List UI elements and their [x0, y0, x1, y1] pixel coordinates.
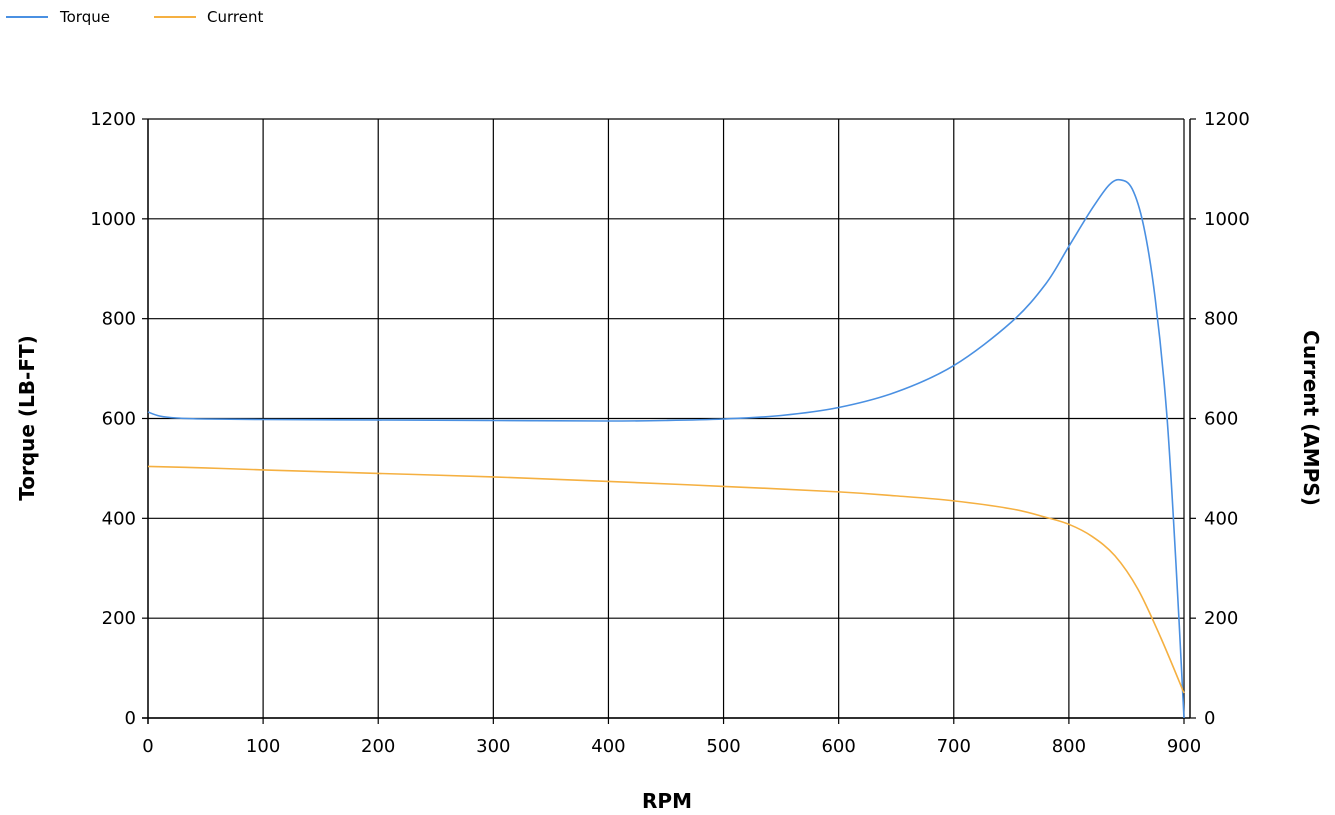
x-tick-label-800: 800	[1052, 736, 1086, 757]
y-right-tick-label-1000: 1000	[1204, 209, 1250, 230]
y-right-tick-label-600: 600	[1204, 409, 1238, 430]
grid	[147, 118, 1185, 719]
axes	[142, 118, 1196, 724]
y-left-tick-label-1200: 1200	[90, 109, 136, 130]
y-left-tick-label-0: 0	[125, 708, 136, 729]
legend-label-current: Current	[207, 8, 263, 26]
x-tick-label-0: 0	[142, 736, 153, 757]
x-tick-label-500: 500	[706, 736, 740, 757]
series-line-torque	[147, 178, 1185, 719]
y-axis-right-title: Current (AMPS)	[1299, 330, 1323, 506]
tick-labels: 0 100 200 300 400 500 600 700 800 900020040060080…	[90, 109, 1250, 757]
y-right-tick-label-200: 200	[1204, 608, 1238, 629]
series	[147, 178, 1185, 719]
y-left-tick-label-200: 200	[102, 608, 136, 629]
x-tick-label-900: 900	[1167, 736, 1201, 757]
x-tick-label-300: 300	[476, 736, 510, 757]
legend: Torque Current	[6, 8, 263, 26]
x-tick-label-600: 600	[821, 736, 855, 757]
x-tick-label-100: 100	[246, 736, 280, 757]
y-left-tick-label-1000: 1000	[90, 209, 136, 230]
y-left-tick-label-800: 800	[102, 309, 136, 330]
x-tick-label-200: 200	[361, 736, 395, 757]
y-left-tick-label-600: 600	[102, 409, 136, 430]
y-right-tick-label-0: 0	[1204, 708, 1215, 729]
y-axis-left-title: Torque (LB-FT)	[15, 335, 39, 501]
x-tick-label-400: 400	[591, 736, 625, 757]
legend-label-torque: Torque	[59, 8, 110, 26]
y-right-tick-label-800: 800	[1204, 309, 1238, 330]
series-line-current	[147, 465, 1185, 694]
y-right-tick-label-400: 400	[1204, 508, 1238, 529]
x-axis-title: RPM	[642, 789, 692, 813]
y-right-tick-label-1200: 1200	[1204, 109, 1250, 130]
x-tick-label-700: 700	[937, 736, 971, 757]
y-left-tick-label-400: 400	[102, 508, 136, 529]
